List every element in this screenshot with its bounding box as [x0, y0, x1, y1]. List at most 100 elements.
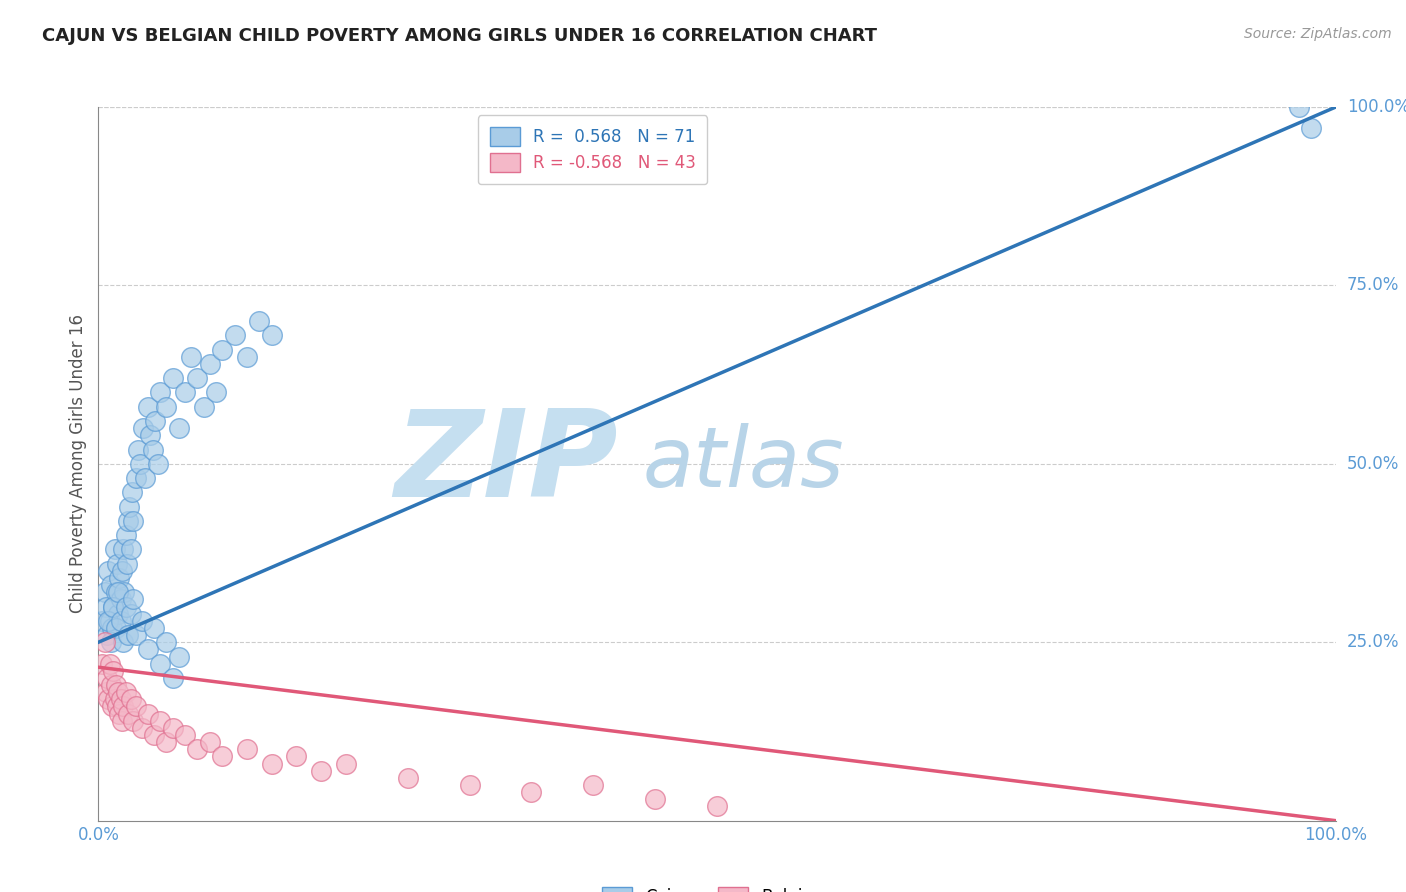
Point [96, 671, 118, 685]
Point [114, 685, 136, 699]
Point [224, 328, 246, 343]
Point [149, 657, 172, 671]
Point [101, 699, 124, 714]
Point [114, 528, 136, 542]
Text: 75.0%: 75.0% [1347, 277, 1399, 294]
Point [114, 599, 136, 614]
Point [335, 756, 357, 771]
Point [186, 371, 208, 385]
Text: CAJUN VS BELGIAN CHILD POVERTY AMONG GIRLS UNDER 16 CORRELATION CHART: CAJUN VS BELGIAN CHILD POVERTY AMONG GIR… [42, 27, 877, 45]
Point [644, 792, 666, 806]
Point [136, 642, 159, 657]
Point [111, 714, 134, 728]
Point [108, 571, 131, 585]
Point [143, 728, 166, 742]
Point [121, 485, 143, 500]
Point [97, 692, 120, 706]
Point [98, 657, 121, 671]
Point [143, 414, 166, 428]
Point [162, 371, 184, 385]
Point [96, 628, 118, 642]
Point [112, 635, 135, 649]
Point [136, 706, 159, 721]
Point [247, 314, 270, 328]
Point [211, 749, 233, 764]
Point [117, 514, 139, 528]
Point [98, 614, 121, 628]
Point [167, 421, 190, 435]
Point [167, 649, 190, 664]
Point [162, 671, 184, 685]
Text: ZIP: ZIP [394, 405, 619, 523]
Point [112, 585, 135, 599]
Text: 25.0%: 25.0% [1347, 633, 1399, 651]
Point [112, 699, 135, 714]
Point [309, 764, 332, 778]
Point [174, 385, 197, 400]
Point [396, 771, 419, 785]
Point [94, 599, 117, 614]
Point [110, 592, 132, 607]
Point [97, 564, 120, 578]
Point [104, 678, 127, 692]
Point [104, 585, 127, 599]
Point [100, 678, 122, 692]
Point [706, 799, 728, 814]
Point [93, 635, 115, 649]
Point [112, 542, 135, 557]
Point [132, 421, 155, 435]
Text: 50.0%: 50.0% [1347, 455, 1399, 473]
Point [91, 614, 114, 628]
Text: atlas: atlas [643, 424, 845, 504]
Point [129, 457, 152, 471]
Point [103, 599, 125, 614]
Point [142, 442, 165, 457]
Point [115, 557, 138, 571]
Point [118, 500, 141, 514]
Point [107, 585, 129, 599]
Point [131, 614, 153, 628]
Point [180, 350, 202, 364]
Point [122, 592, 145, 607]
Point [110, 614, 132, 628]
Point [97, 614, 120, 628]
Point [134, 471, 156, 485]
Point [100, 635, 122, 649]
Point [120, 542, 142, 557]
Point [458, 778, 481, 792]
Point [117, 628, 139, 642]
Point [193, 400, 215, 414]
Point [127, 442, 149, 457]
Point [1299, 121, 1322, 136]
Point [146, 457, 169, 471]
Point [103, 692, 125, 706]
Legend: Cajuns, Belgians: Cajuns, Belgians [593, 879, 841, 892]
Point [108, 706, 131, 721]
Text: 100.0%: 100.0% [1347, 98, 1406, 116]
Point [582, 778, 605, 792]
Point [1288, 100, 1310, 114]
Y-axis label: Child Poverty Among Girls Under 16: Child Poverty Among Girls Under 16 [69, 314, 87, 614]
Point [120, 607, 142, 621]
Point [120, 692, 142, 706]
Point [131, 721, 153, 735]
Point [211, 343, 233, 357]
Point [103, 542, 125, 557]
Point [155, 735, 177, 749]
Point [285, 749, 308, 764]
Point [198, 357, 221, 371]
Point [100, 578, 122, 592]
Point [105, 557, 128, 571]
Point [110, 692, 132, 706]
Point [124, 699, 146, 714]
Point [124, 471, 146, 485]
Point [103, 599, 125, 614]
Point [149, 714, 172, 728]
Point [91, 657, 114, 671]
Point [155, 635, 177, 649]
Point [260, 756, 283, 771]
Point [260, 328, 283, 343]
Point [205, 385, 228, 400]
Point [124, 628, 146, 642]
Point [104, 621, 127, 635]
